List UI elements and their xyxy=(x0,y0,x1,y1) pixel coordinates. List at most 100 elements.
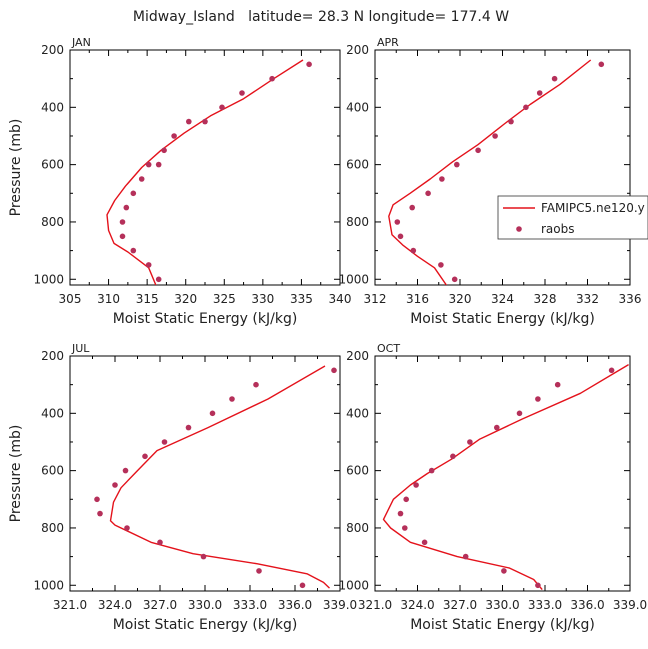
raob-point-jan xyxy=(119,219,126,225)
legend-model-label: FAMIPC5.ne120.y xyxy=(541,201,645,215)
raob-point-oct xyxy=(402,525,408,531)
raob-point-jan xyxy=(130,247,137,254)
x-tick-label-apr: 312 xyxy=(364,292,387,306)
raob-point-apr xyxy=(523,104,529,111)
x-tick-label-jul: 339.0 xyxy=(323,598,357,612)
raob-point-jan xyxy=(219,104,225,111)
y-tick-label-jan: 600 xyxy=(41,158,64,172)
raob-point-jul xyxy=(124,525,130,531)
x-tick-label-oct: 327.0 xyxy=(443,598,477,612)
raob-point-jul xyxy=(94,496,100,503)
raob-point-oct xyxy=(413,482,419,488)
raob-point-oct xyxy=(535,396,541,402)
raob-point-jul xyxy=(142,453,148,460)
raob-point-apr xyxy=(425,190,431,197)
raob-point-jul xyxy=(112,482,118,488)
raob-point-oct xyxy=(608,367,615,374)
raob-point-apr xyxy=(492,133,498,139)
raob-point-jan xyxy=(138,176,145,182)
y-tick-label-jan: 200 xyxy=(41,43,64,57)
raob-point-jan xyxy=(202,118,208,125)
model-line-jul xyxy=(109,365,330,589)
raob-point-jan xyxy=(145,262,152,268)
panel-jul: 321.0 324.0 327.0 330.0 333.0 336.0 339.0 200 40… xyxy=(8,342,357,633)
raob-point-oct xyxy=(554,381,561,388)
raob-point-jan xyxy=(119,233,126,240)
x-tick-label-jul: 321.0 xyxy=(53,598,87,612)
panel-oct: 321.0 324.0 327.0 330.0 333.0 336.0 339.0 200 40… xyxy=(338,342,647,633)
legend: FAMIPC5.ne120.y raobs xyxy=(497,195,648,240)
raob-point-apr xyxy=(409,204,416,211)
raob-point-jan xyxy=(123,204,130,211)
raob-point-jan xyxy=(306,61,312,68)
panel-title-jan: JAN xyxy=(71,36,91,49)
x-tick-label-oct: 336.0 xyxy=(570,598,604,612)
raob-point-jul xyxy=(185,424,192,431)
raob-point-jan xyxy=(239,90,245,96)
raob-point-apr xyxy=(598,61,605,68)
raob-point-apr xyxy=(394,219,401,225)
raob-point-apr xyxy=(451,276,458,283)
x-tick-label-apr: 328 xyxy=(534,292,557,306)
x-tick-label-oct: 321.0 xyxy=(358,598,392,612)
y-tick-label-apr: 400 xyxy=(346,100,369,114)
y-tick-label-jul: 400 xyxy=(41,406,64,420)
x-tick-label-apr: 332 xyxy=(576,292,599,306)
raob-point-oct xyxy=(421,539,428,546)
y-tick-label-jul: 600 xyxy=(41,464,64,478)
y-tick-label-oct: 1000 xyxy=(338,578,369,592)
y-tick-label-oct: 200 xyxy=(346,349,369,363)
raob-point-jul xyxy=(97,510,103,517)
model-line-apr xyxy=(388,59,592,285)
x-tick-label-apr: 336 xyxy=(619,292,642,306)
raob-point-oct xyxy=(462,553,469,560)
x-tick-label-jan: 325 xyxy=(213,292,236,306)
x-tick-label-apr: 324 xyxy=(491,292,514,306)
plot-frame-oct xyxy=(374,355,631,592)
raob-point-jul xyxy=(331,367,337,374)
legend-box xyxy=(497,195,648,240)
raob-point-oct xyxy=(516,410,523,417)
data-jan xyxy=(106,59,312,285)
legend-point-swatch xyxy=(516,226,522,232)
model-line-jan xyxy=(106,59,304,285)
y-tick-label-jan: 400 xyxy=(41,100,64,114)
raob-point-oct xyxy=(397,510,404,517)
plot-frame-jan xyxy=(69,49,341,286)
raob-point-oct xyxy=(467,439,473,445)
raob-point-jul xyxy=(122,467,129,474)
x-tick-label-jan: 335 xyxy=(290,292,313,306)
raob-point-apr xyxy=(410,247,417,254)
x-tick-label-jan: 305 xyxy=(59,292,82,306)
y-tick-label-jul: 200 xyxy=(41,349,64,363)
raob-point-apr xyxy=(536,90,543,96)
y-axis-label-jul: Pressure (mb) xyxy=(8,425,24,523)
x-tick-label-jan: 310 xyxy=(97,292,120,306)
raob-point-oct xyxy=(450,453,456,460)
x-tick-label-oct: 324.0 xyxy=(400,598,434,612)
raob-point-apr xyxy=(439,176,445,182)
y-tick-label-apr: 200 xyxy=(346,43,369,57)
y-tick-label-apr: 800 xyxy=(346,215,369,229)
x-tick-label-jul: 336.0 xyxy=(278,598,312,612)
x-axis-label-jul: Moist Static Energy (kJ/kg) xyxy=(113,617,298,633)
raob-point-jul xyxy=(161,439,168,445)
raob-point-oct xyxy=(494,424,500,431)
y-tick-label-oct: 600 xyxy=(346,464,369,478)
panel-title-oct: OCT xyxy=(377,342,400,355)
x-tick-label-jan: 330 xyxy=(251,292,274,306)
x-tick-label-jan: 315 xyxy=(136,292,159,306)
raob-point-jan xyxy=(155,276,162,283)
raob-point-oct xyxy=(535,582,541,589)
raob-point-oct xyxy=(403,496,410,503)
x-tick-label-jul: 324.0 xyxy=(98,598,132,612)
raob-point-jan xyxy=(186,118,192,125)
legend-obs-label: raobs xyxy=(541,222,575,236)
raob-point-jul xyxy=(256,568,262,574)
y-tick-label-jul: 1000 xyxy=(33,578,64,592)
x-tick-label-oct: 339.0 xyxy=(613,598,647,612)
panel-title-apr: APR xyxy=(377,36,399,49)
raob-point-jan xyxy=(155,161,162,168)
panels-group: 305 310 315 320 325 330 335 340 200 400 600 800 1000… xyxy=(8,36,648,633)
raob-point-apr xyxy=(397,233,404,240)
